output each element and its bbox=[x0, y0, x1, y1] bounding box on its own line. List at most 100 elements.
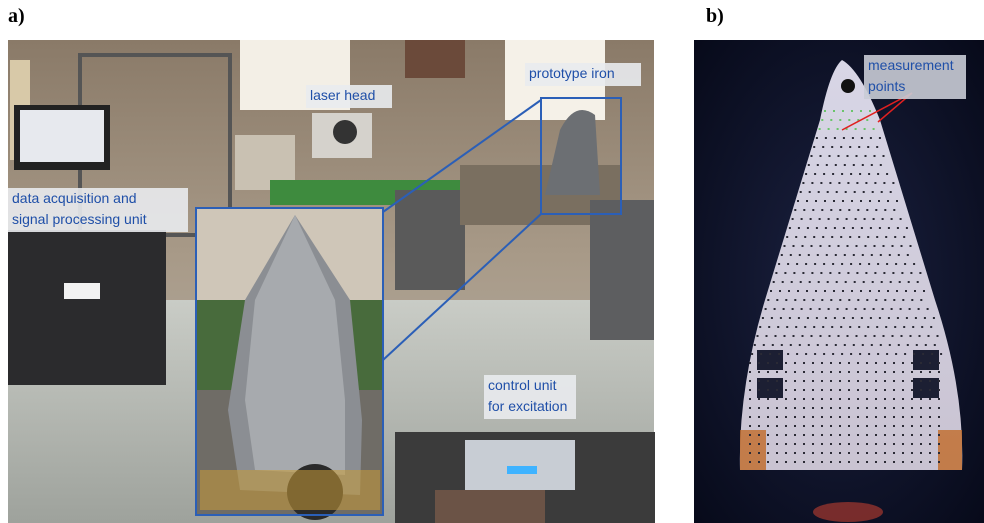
grid-point bbox=[859, 263, 862, 265]
grid-point bbox=[808, 191, 811, 193]
grid-point bbox=[911, 362, 913, 364]
grid-point bbox=[831, 326, 834, 328]
grid-point bbox=[779, 317, 782, 319]
grid-point bbox=[831, 236, 834, 238]
grid-point bbox=[758, 416, 760, 418]
grid-point bbox=[875, 362, 877, 364]
grid-point bbox=[845, 308, 848, 310]
grid-point bbox=[902, 434, 904, 436]
grid-point bbox=[812, 434, 814, 436]
grid-point bbox=[833, 200, 835, 202]
grid-point bbox=[776, 425, 778, 427]
grid-point bbox=[807, 164, 810, 166]
annotation-box bbox=[525, 63, 641, 86]
grid-point bbox=[806, 227, 809, 229]
grid-point bbox=[909, 335, 912, 337]
grid-point bbox=[887, 317, 890, 319]
grid-point bbox=[786, 326, 789, 328]
grid-point bbox=[864, 245, 867, 247]
panel-label: b) bbox=[706, 5, 724, 27]
grid-point bbox=[833, 227, 836, 229]
grid-point bbox=[839, 452, 841, 454]
grid-point bbox=[828, 245, 831, 247]
grid-point bbox=[857, 299, 860, 301]
grid-point bbox=[842, 227, 845, 229]
grid-point bbox=[909, 245, 912, 247]
grid-point bbox=[923, 290, 925, 292]
grid-point bbox=[758, 452, 760, 454]
grid-point bbox=[900, 335, 903, 337]
annotation-text: for excitation bbox=[488, 398, 567, 414]
grid-point bbox=[885, 236, 888, 238]
grid-point bbox=[880, 191, 883, 193]
grid-point bbox=[822, 236, 825, 238]
grid-point bbox=[852, 164, 855, 166]
grid-point bbox=[891, 245, 894, 247]
grid-point bbox=[848, 452, 850, 454]
grid-point bbox=[874, 182, 877, 184]
grid-point bbox=[758, 398, 760, 400]
grid-point bbox=[857, 416, 859, 418]
grid-point bbox=[798, 254, 801, 256]
grid-point bbox=[805, 353, 808, 355]
grid-point bbox=[870, 164, 873, 166]
grid-point bbox=[803, 389, 805, 391]
annotation-text: prototype iron bbox=[529, 65, 615, 81]
grid-point bbox=[889, 281, 892, 283]
callouts bbox=[195, 97, 622, 516]
grid-point bbox=[794, 407, 796, 409]
grid-point bbox=[873, 335, 876, 337]
grid-point bbox=[848, 209, 851, 211]
grid-point bbox=[793, 272, 796, 274]
grid-point bbox=[790, 281, 793, 283]
grid-point bbox=[758, 407, 760, 409]
grid-point bbox=[850, 173, 853, 175]
grid-point bbox=[813, 326, 816, 328]
grid-point bbox=[802, 272, 805, 274]
grid-point bbox=[866, 461, 868, 463]
grid-point bbox=[839, 389, 841, 391]
grid-point bbox=[860, 227, 863, 229]
grid-point bbox=[756, 335, 759, 337]
grid-point bbox=[767, 299, 770, 301]
grid-point bbox=[819, 155, 822, 157]
grid-point bbox=[893, 362, 895, 364]
grid-point bbox=[895, 263, 898, 265]
grid-point bbox=[911, 425, 913, 427]
grid-point bbox=[878, 200, 880, 202]
grid-point bbox=[807, 254, 810, 256]
grid-point bbox=[794, 425, 796, 427]
grid-point bbox=[848, 380, 850, 382]
annotation-box bbox=[8, 188, 188, 232]
grid-point bbox=[794, 416, 796, 418]
grid-point bbox=[884, 398, 886, 400]
grid-point bbox=[877, 353, 880, 355]
grid-point bbox=[849, 236, 852, 238]
grid-point bbox=[825, 254, 828, 256]
grid-point bbox=[938, 398, 940, 400]
grid-point bbox=[843, 164, 846, 166]
grid-point bbox=[749, 461, 751, 463]
grid-point bbox=[875, 443, 877, 445]
grid-point bbox=[893, 209, 896, 211]
grid-point bbox=[929, 416, 931, 418]
grid-point bbox=[938, 452, 940, 454]
grid-point bbox=[929, 371, 931, 373]
grid-point bbox=[915, 344, 918, 346]
grid-point bbox=[851, 137, 854, 139]
grid-point bbox=[783, 245, 786, 247]
grid-point bbox=[818, 128, 821, 130]
grid-point bbox=[792, 245, 795, 247]
grid-point bbox=[875, 389, 877, 391]
grid-point bbox=[855, 245, 858, 247]
annotation-text: laser head bbox=[310, 87, 375, 103]
grid-point bbox=[857, 443, 859, 445]
grid-point bbox=[884, 416, 886, 418]
grid-point bbox=[893, 371, 895, 373]
grid-point bbox=[848, 425, 850, 427]
grid-point bbox=[870, 344, 873, 346]
grid-point bbox=[815, 137, 818, 139]
grid-point bbox=[938, 461, 940, 463]
grid-point bbox=[860, 110, 862, 112]
